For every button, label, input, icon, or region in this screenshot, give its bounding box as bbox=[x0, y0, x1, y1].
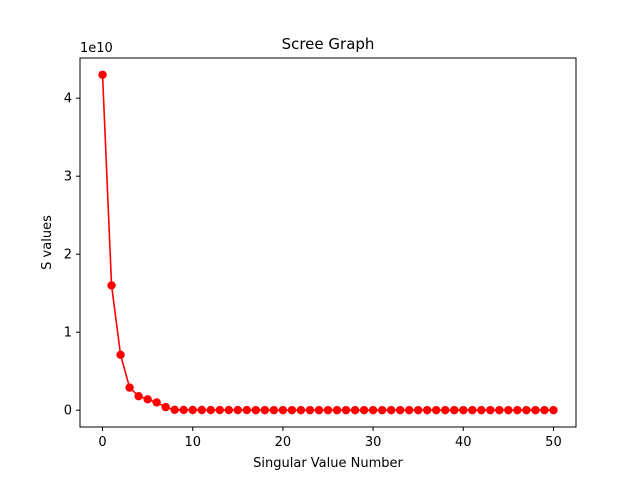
chart-title: Scree Graph bbox=[282, 35, 375, 53]
axes-frame bbox=[79, 57, 577, 428]
data-point bbox=[395, 405, 405, 415]
data-point bbox=[459, 405, 468, 415]
data-point bbox=[504, 405, 513, 415]
data-point bbox=[143, 395, 152, 404]
data-point bbox=[134, 391, 143, 401]
data-point bbox=[350, 405, 360, 415]
data-point bbox=[323, 405, 333, 415]
data-point bbox=[224, 405, 233, 415]
data-point bbox=[531, 405, 540, 415]
data-point bbox=[260, 405, 270, 415]
data-point bbox=[107, 281, 116, 290]
data-point bbox=[341, 405, 351, 415]
data-point bbox=[522, 405, 531, 415]
data-point bbox=[486, 405, 495, 415]
x-axis-label: Singular Value Number bbox=[253, 456, 403, 471]
data-point bbox=[495, 405, 504, 415]
data-point bbox=[332, 405, 342, 415]
y-tick-label: 3 bbox=[64, 170, 72, 185]
data-point bbox=[413, 405, 423, 415]
y-axis-label: S values bbox=[40, 215, 55, 270]
x-tick-label: 20 bbox=[275, 435, 292, 450]
data-point bbox=[206, 405, 215, 415]
series-line bbox=[101, 74, 554, 411]
data-point bbox=[179, 405, 188, 415]
y-offset-label: 1e10 bbox=[80, 41, 113, 56]
data-point bbox=[368, 405, 378, 415]
data-point bbox=[287, 405, 297, 415]
x-tick-label: 40 bbox=[455, 435, 472, 450]
data-point bbox=[404, 405, 414, 415]
data-point bbox=[386, 405, 396, 415]
data-point bbox=[116, 350, 125, 360]
data-point bbox=[477, 405, 486, 415]
x-tick-label: 30 bbox=[365, 435, 382, 450]
plot-area bbox=[98, 70, 558, 415]
data-point bbox=[278, 405, 288, 415]
y-tick-label: 2 bbox=[64, 248, 72, 263]
data-point bbox=[188, 405, 197, 415]
y-tick-label: 0 bbox=[64, 404, 72, 419]
data-point bbox=[513, 405, 522, 415]
data-point bbox=[251, 405, 261, 415]
data-point bbox=[468, 405, 477, 415]
data-point bbox=[314, 405, 324, 415]
data-point bbox=[98, 70, 107, 79]
data-point bbox=[242, 405, 252, 415]
data-point bbox=[125, 383, 134, 392]
data-point bbox=[549, 405, 558, 415]
data-point bbox=[197, 405, 206, 415]
data-point bbox=[161, 402, 170, 412]
data-point bbox=[423, 405, 432, 415]
data-point bbox=[359, 405, 369, 415]
data-point bbox=[296, 405, 306, 415]
y-tick-label: 4 bbox=[64, 92, 72, 107]
data-point bbox=[305, 405, 315, 415]
x-tick-label: 10 bbox=[184, 435, 201, 450]
data-point bbox=[432, 405, 441, 415]
x-tick-label: 50 bbox=[545, 435, 562, 450]
data-point bbox=[540, 405, 549, 415]
data-point bbox=[215, 405, 224, 415]
x-tick-label: 0 bbox=[98, 435, 106, 450]
data-point bbox=[441, 405, 450, 415]
data-point bbox=[233, 405, 243, 415]
y-tick-label: 1 bbox=[64, 326, 72, 341]
data-point bbox=[269, 405, 279, 415]
data-point bbox=[450, 405, 459, 415]
data-point bbox=[152, 398, 161, 407]
data-point bbox=[170, 405, 179, 415]
axis-ticks: 0 10 20 30 40 50 0 1 2 3 4 bbox=[64, 92, 562, 450]
data-point bbox=[377, 405, 387, 415]
